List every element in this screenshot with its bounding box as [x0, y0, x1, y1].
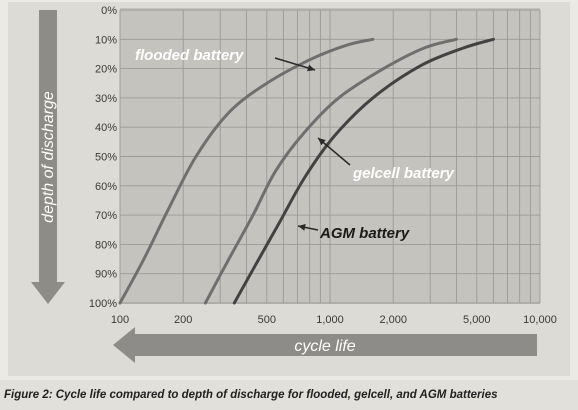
y-tick-label: 100%: [89, 298, 117, 310]
x-axis-label: cycle life: [294, 338, 355, 355]
figure-caption: Figure 2: Cycle life compared to depth o…: [0, 380, 578, 410]
annotation-label: gelcell battery: [352, 165, 455, 182]
x-arrow-head: [113, 327, 135, 363]
series-line-1: [118, 37, 375, 305]
x-tick-label: 200: [174, 314, 192, 326]
annotation-label: flooded battery: [135, 47, 244, 64]
grid: [119, 9, 541, 304]
x-tick-label: 5,000: [463, 314, 491, 326]
x-arrow-shaft: [135, 334, 537, 356]
annotation-arrowhead: [307, 64, 315, 72]
annotation-arrowhead: [318, 138, 326, 146]
y-arrow-shaft: [39, 10, 57, 282]
x-tick-label: 100: [111, 314, 129, 326]
annotation-arrowhead: [298, 224, 306, 231]
x-tick-label: 2,000: [379, 314, 407, 326]
y-tick-label: 50%: [95, 152, 117, 164]
y-tick-labels: 0% 10% 20% 30% 40% 50% 60% 70% 80% 90% 100%: [89, 5, 117, 310]
y-tick-label: 0%: [101, 5, 117, 17]
x-axis-arrow: [113, 327, 537, 363]
y-axis-arrow: [31, 10, 65, 304]
y-tick-label: 70%: [95, 210, 117, 222]
y-tick-label: 10%: [95, 34, 117, 46]
y-tick-label: 60%: [95, 181, 117, 193]
x-tick-label: 10,000: [523, 314, 557, 326]
x-tick-label: 1,000: [316, 314, 344, 326]
x-tick-labels: 100 200 500 1,000 2,000 5,000 10,000: [111, 314, 557, 326]
y-tick-label: 20%: [95, 64, 117, 76]
series-line-2: [203, 37, 458, 305]
y-axis-label: depth of discharge: [40, 91, 57, 223]
y-tick-label: 40%: [95, 122, 117, 134]
y-tick-label: 80%: [95, 239, 117, 251]
y-tick-label: 90%: [95, 269, 117, 281]
series-group: [118, 37, 495, 305]
y-arrow-head: [31, 282, 65, 304]
x-tick-label: 500: [258, 314, 276, 326]
y-tick-label: 30%: [95, 93, 117, 105]
annotations: flooded battery gelcell battery AGM batter…: [135, 47, 455, 242]
annotation-label: AGM battery: [319, 225, 410, 242]
series-line-3: [232, 37, 495, 305]
